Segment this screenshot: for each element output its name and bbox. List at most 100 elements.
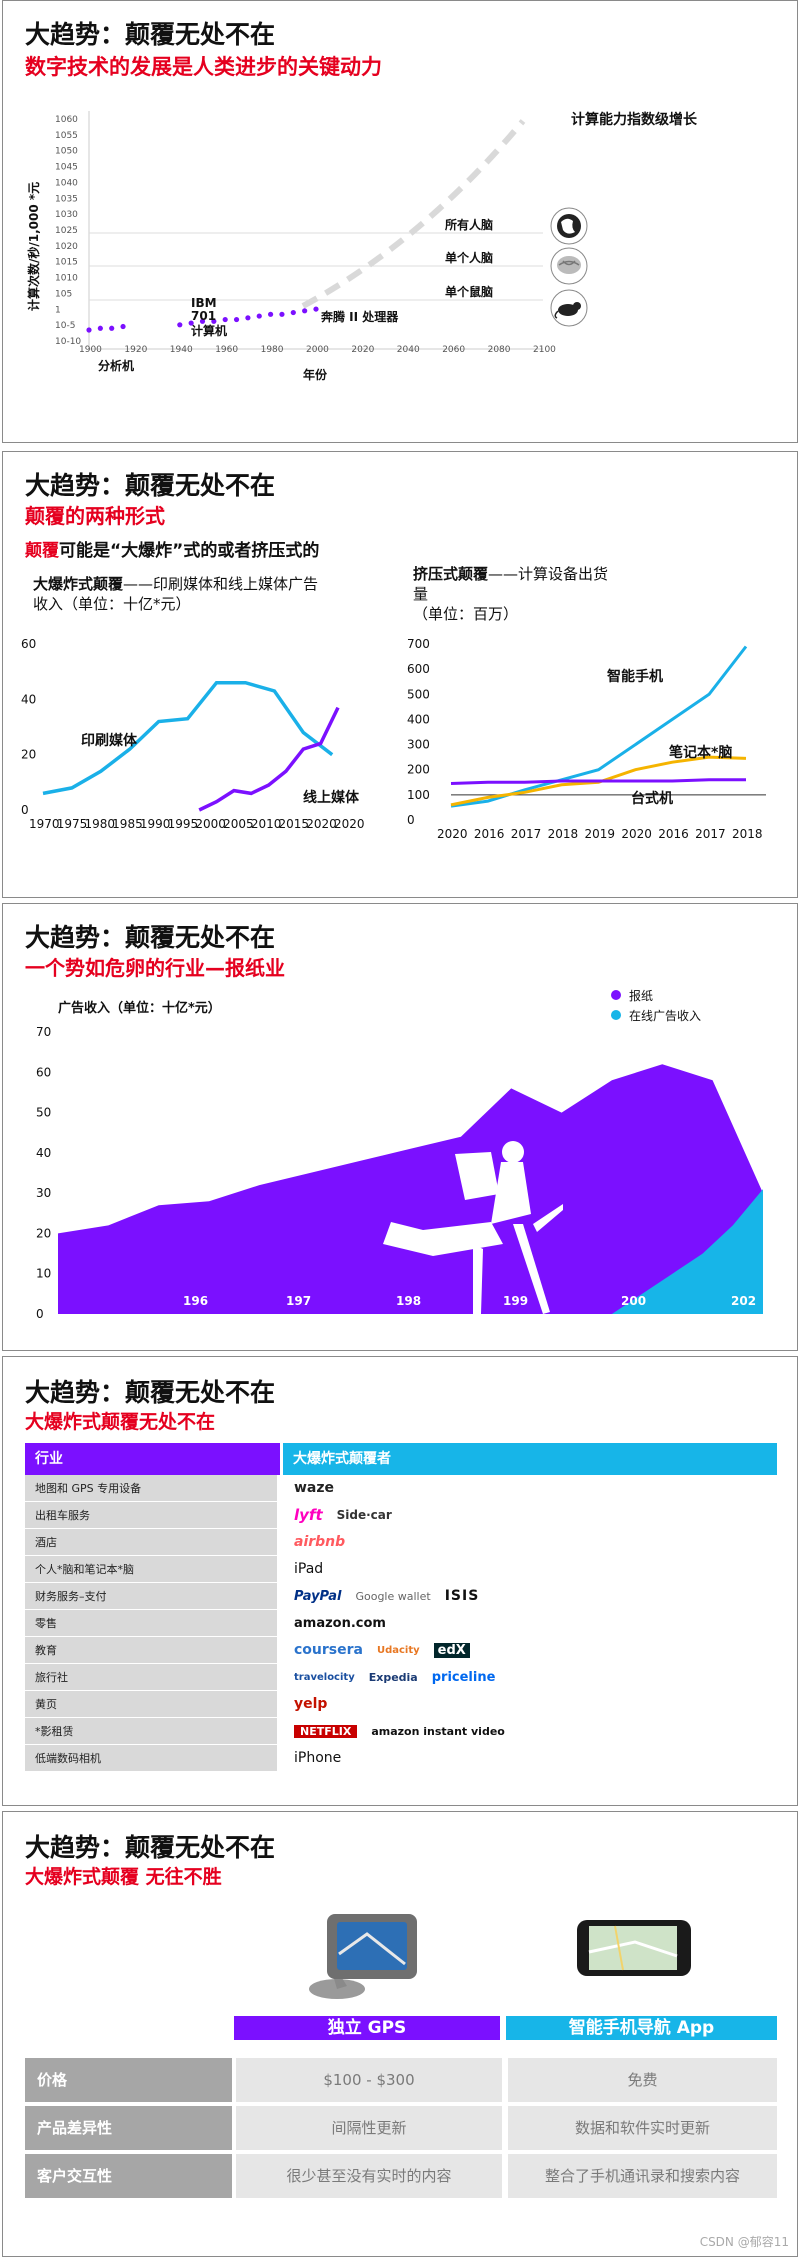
y-tick-label: 400 bbox=[407, 712, 430, 726]
company-logo: NETFLIX bbox=[294, 1724, 358, 1738]
right-title-rest: ——计算设备出货 bbox=[488, 565, 609, 583]
table-row: 教育 coursera Udacity edX bbox=[25, 1637, 777, 1664]
lead-sentence: 颠覆可能是“大爆炸”式的或者挤压式的 bbox=[25, 536, 319, 561]
disruptor-cell: waze bbox=[280, 1475, 777, 1501]
legend-dot bbox=[611, 990, 621, 1000]
slide-bigbang-everywhere: 大趋势：颠覆无处不在 大爆炸式颠覆无处不在 行业 大爆炸式颠覆者 地图和 GPS… bbox=[2, 1356, 798, 1806]
y-tick-label: 20 bbox=[36, 1226, 51, 1240]
table-row: 酒店 airbnb bbox=[25, 1529, 777, 1556]
right-chart-title: 挤压式颠覆——计算设备出货 量 （单位：百万） bbox=[413, 564, 608, 624]
compare-row-interaction: 客户交互性 很少甚至没有实时的内容 整合了手机通讯录和搜索内容 bbox=[25, 2154, 777, 2198]
disruptor-cell: NETFLIX amazon instant video bbox=[280, 1718, 777, 1744]
x-tick-label: 1900 bbox=[79, 345, 102, 355]
industry-cell: 财务服务–支付 bbox=[25, 1583, 280, 1609]
slide-subtitle: 一个势如危卵的行业—报纸业 bbox=[25, 956, 285, 980]
slide-two-forms: 大趋势：颠覆无处不在 颠覆的两种形式 颠覆可能是“大爆炸”式的或者挤压式的 大爆… bbox=[2, 451, 798, 898]
table-row: 零售 amazon.com bbox=[25, 1610, 777, 1637]
header-industry: 行业 bbox=[25, 1443, 280, 1475]
x-tick-label: 2000 bbox=[306, 345, 329, 355]
company-logo: travelocity bbox=[294, 1671, 355, 1683]
mouse-icon bbox=[550, 289, 588, 327]
x-tick-label: 2020 bbox=[621, 827, 652, 841]
x-tick-label: 1990 bbox=[140, 817, 171, 831]
left-title-bold: 大爆炸式颠覆 bbox=[33, 575, 124, 593]
y-tick-label: 50 bbox=[36, 1106, 51, 1120]
x-tick-label: 1960 bbox=[215, 345, 238, 355]
y-tick-label: 10 bbox=[36, 1267, 51, 1281]
row-value-gps: $100 - $300 bbox=[236, 2058, 502, 2102]
y-tick-label: 600 bbox=[407, 662, 430, 676]
company-logo: priceline bbox=[431, 1669, 496, 1685]
industry-cell: 个人*脑和笔记本*脑 bbox=[25, 1556, 280, 1582]
computing-chart: 1060 1055 1050 1045 1040 1035 1030 1025 1020 1015… bbox=[26, 111, 556, 382]
industry-cell: 旅行社 bbox=[25, 1664, 280, 1690]
y-tick-label: 60 bbox=[21, 637, 36, 651]
industry-cell: 酒店 bbox=[25, 1529, 280, 1555]
data-point bbox=[245, 315, 251, 321]
x-tick-label: 2016 bbox=[658, 827, 689, 841]
data-point bbox=[279, 311, 285, 317]
left-title-line2: 收入（单位：十亿*元） bbox=[33, 595, 191, 613]
x-tick-label: 2015 bbox=[279, 817, 310, 831]
slide-gps-comparison: 大趋势：颠覆无处不在 大爆炸式颠覆 无往不胜 独立 GPS 智能手机导航 App… bbox=[2, 1811, 798, 2257]
series-print-line bbox=[42, 680, 334, 796]
y-axis-label: 计算次数/秒/1,000 *元 bbox=[26, 182, 41, 311]
label-analytical-engine: 分析机 bbox=[98, 359, 135, 373]
slide-subtitle: 颠覆的两种形式 bbox=[25, 504, 165, 528]
y-tick-label: 0 bbox=[36, 1307, 44, 1321]
disruptors-table: 行业 大爆炸式颠覆者 地图和 GPS 专用设备 waze 出租车服务 lyft Side… bbox=[25, 1443, 777, 1772]
company-logo: PayPal bbox=[294, 1588, 342, 1604]
disruptor-cell: yelp bbox=[280, 1691, 777, 1717]
slide-title: 大趋势：颠覆无处不在 bbox=[25, 471, 276, 500]
y-tick-label: 1035 bbox=[55, 194, 78, 204]
x-tick-label: 199 bbox=[503, 1294, 528, 1308]
company-logo: iPhone bbox=[294, 1750, 342, 1766]
x-tick-label: 1985 bbox=[112, 817, 143, 831]
y-tick-label: 20 bbox=[21, 748, 36, 762]
y-tick-label: 40 bbox=[36, 1146, 51, 1160]
slide-subtitle: 数字技术的发展是人类进步的关键动力 bbox=[25, 55, 382, 79]
y-tick-label: 300 bbox=[407, 738, 430, 752]
data-point bbox=[120, 323, 126, 330]
data-point bbox=[188, 320, 194, 326]
x-tick-label: 2019 bbox=[585, 827, 616, 841]
x-tick-label: 2020 bbox=[306, 817, 337, 831]
industry-cell: 教育 bbox=[25, 1637, 280, 1663]
x-tick-label: 1995 bbox=[168, 817, 199, 831]
row-value-gps: 间隔性更新 bbox=[236, 2106, 502, 2150]
y-tick-label: 500 bbox=[407, 687, 430, 701]
industry-cell: 黄页 bbox=[25, 1691, 280, 1717]
y-tick-label: 1 bbox=[55, 305, 61, 315]
y-tick-label: 10-5 bbox=[55, 321, 75, 331]
industry-cell: *影租赁 bbox=[25, 1718, 280, 1744]
x-tick-label: 2080 bbox=[488, 345, 511, 355]
legend-dot bbox=[611, 1010, 621, 1020]
series-online-line bbox=[198, 706, 340, 812]
x-tick-label: 1980 bbox=[261, 345, 284, 355]
table-row: 财务服务–支付 PayPal Google wallet ISIS bbox=[25, 1583, 777, 1610]
row-value-gps: 很少甚至没有实时的内容 bbox=[236, 2154, 502, 2198]
company-logo: coursera bbox=[294, 1642, 363, 1658]
table-row: 出租车服务 lyft Side·car bbox=[25, 1502, 777, 1529]
y-tick-label: 1015 bbox=[55, 258, 78, 268]
y-tick-label: 0 bbox=[21, 803, 29, 817]
brain-icon bbox=[550, 247, 588, 285]
column-header-app: 智能手机导航 App bbox=[506, 2016, 777, 2040]
company-logo: Side·car bbox=[336, 1508, 392, 1522]
y-tick-label: 1050 bbox=[55, 147, 78, 157]
series-newspaper-area bbox=[58, 1064, 763, 1314]
y-tick-label: 1030 bbox=[55, 210, 78, 220]
x-tick-label: 2020 bbox=[351, 345, 374, 355]
x-tick-label: 2000 bbox=[195, 817, 226, 831]
label-mouse-brain: 单个鼠脑 bbox=[445, 285, 494, 299]
right-title-line3: （单位：百万） bbox=[413, 605, 519, 623]
y-tick-label: 200 bbox=[407, 763, 430, 777]
y-tick-label: 105 bbox=[55, 289, 72, 299]
data-point bbox=[97, 325, 103, 331]
label-desktop: 台式机 bbox=[631, 791, 673, 807]
x-axis-label: 年份 bbox=[303, 367, 328, 382]
company-logo: ISIS bbox=[444, 1588, 480, 1604]
x-tick-label: 197 bbox=[286, 1294, 311, 1308]
x-tick-label: 1980 bbox=[84, 817, 115, 831]
lead-rest: 可能是“大爆炸”式的或者挤压式的 bbox=[59, 541, 320, 561]
